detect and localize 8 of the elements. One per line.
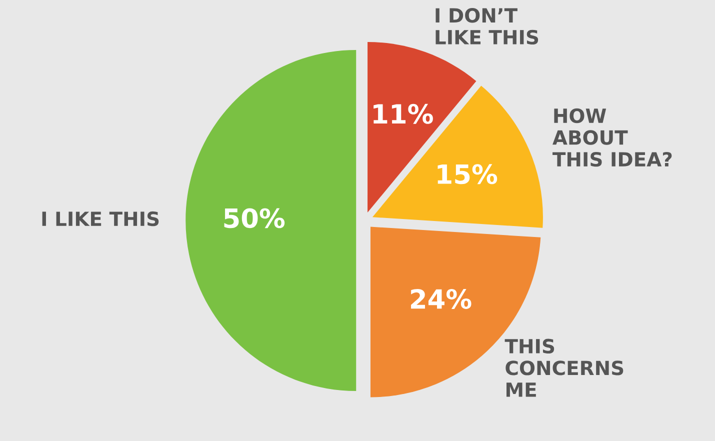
- slice-label: I LIKE THIS: [42, 211, 159, 226]
- data-label: 24%: [411, 288, 472, 309]
- slice-label: HOW ABOUT THIS IDEA?: [552, 108, 672, 167]
- data-label: 15%: [438, 164, 498, 184]
- slice-label: THIS CONCERNS ME: [504, 338, 624, 397]
- data-label: 11%: [374, 104, 433, 124]
- data-label: 50%: [224, 208, 285, 228]
- slice-label: I DON’T LIKE THIS: [436, 8, 538, 45]
